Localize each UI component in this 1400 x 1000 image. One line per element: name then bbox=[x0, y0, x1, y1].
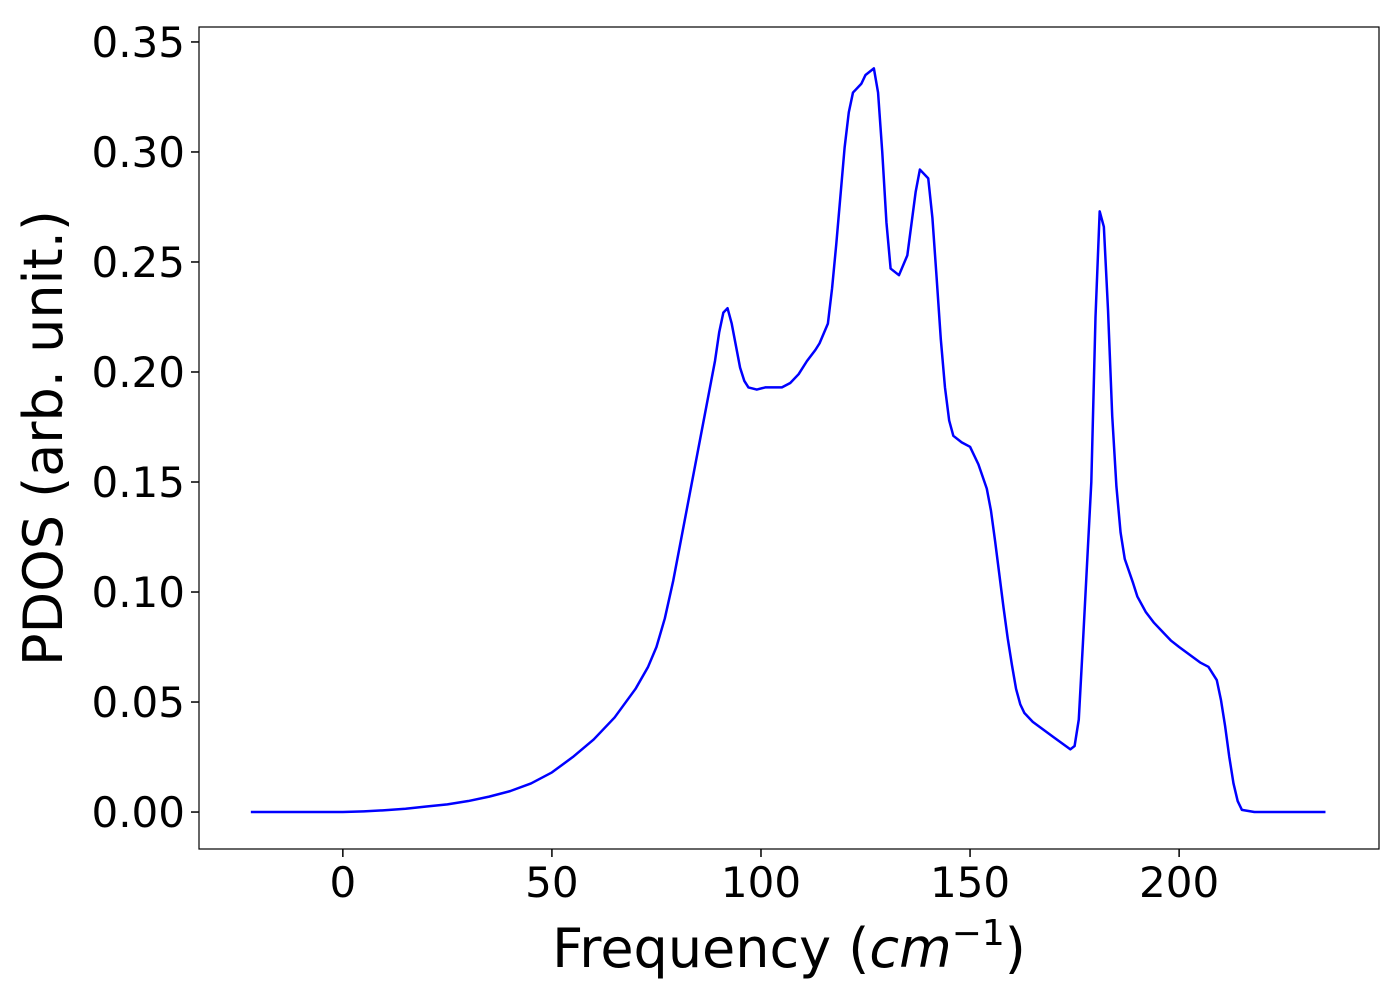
x-tick-label: 0 bbox=[329, 858, 356, 907]
x-label-part: ) bbox=[1005, 917, 1026, 980]
y-tick-label: 0.00 bbox=[91, 788, 185, 837]
y-tick-label: 0.25 bbox=[91, 238, 185, 287]
pdos-line bbox=[250, 67, 1326, 814]
x-label-part: −1 bbox=[952, 913, 1005, 954]
x-tick-label: 150 bbox=[930, 858, 1010, 907]
x-tick-label: 200 bbox=[1139, 858, 1219, 907]
y-tick-label: 0.05 bbox=[91, 678, 185, 727]
x-axis-label: Frequency (cm−1) bbox=[552, 913, 1026, 980]
y-tick-label: 0.20 bbox=[91, 348, 185, 397]
x-label-part: cm bbox=[869, 917, 951, 980]
y-tick-label: 0.30 bbox=[91, 128, 185, 177]
x-tick-label: 50 bbox=[525, 858, 578, 907]
plot-frame bbox=[198, 26, 1380, 850]
y-tick-label: 0.10 bbox=[91, 568, 185, 617]
y-tick-label: 0.35 bbox=[91, 18, 185, 67]
y-axis-label: PDOS (arb. unit.) bbox=[12, 210, 75, 666]
x-label-part: Frequency ( bbox=[552, 917, 869, 980]
y-tick-label: 0.15 bbox=[91, 458, 185, 507]
x-tick-label: 100 bbox=[721, 858, 801, 907]
